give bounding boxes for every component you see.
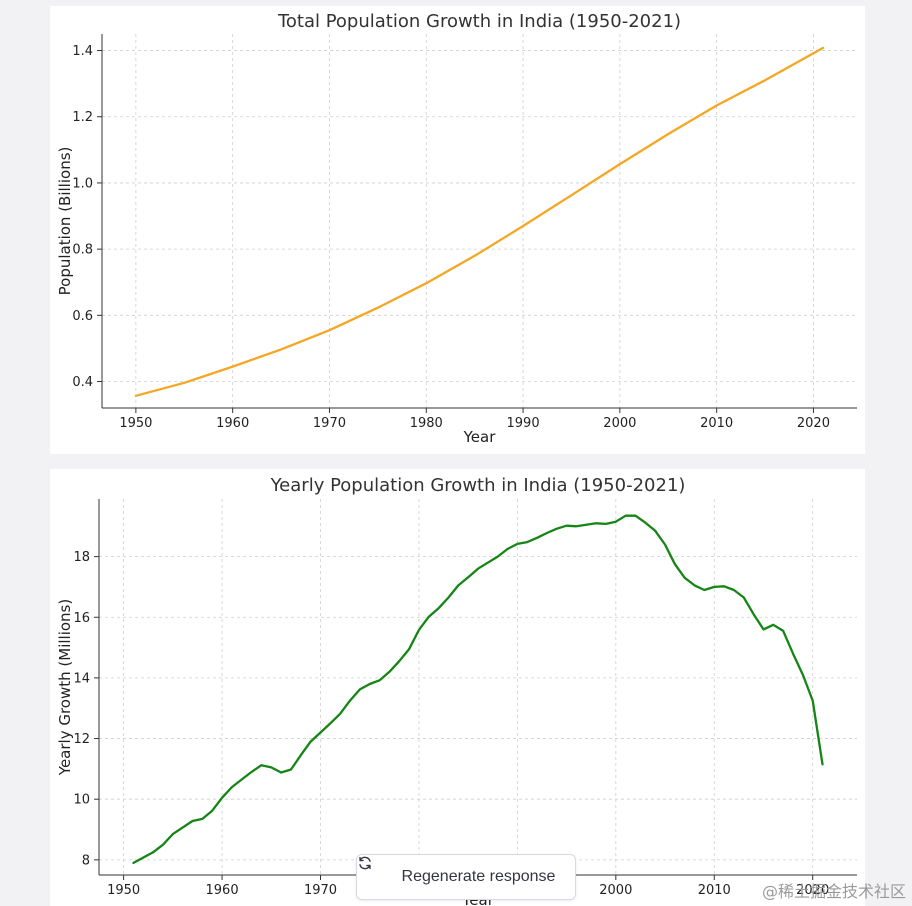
y-tick-label: 8 — [82, 853, 90, 868]
x-axis-label: Year — [463, 428, 497, 446]
chart-title: Yearly Population Growth in India (1950-… — [270, 475, 686, 496]
y-tick-label: 10 — [73, 793, 90, 808]
y-tick-label: 0.4 — [72, 375, 93, 390]
y-tick-label: 1.2 — [72, 110, 93, 125]
y-axis-label: Population (Billions) — [56, 147, 74, 296]
watermark: @稀土掘金技术社区 — [761, 882, 906, 901]
series-line — [132, 514, 824, 865]
x-tick-label: 1960 — [206, 883, 239, 898]
regenerate-response-label: Regenerate response — [401, 868, 556, 885]
x-tick-label: 1970 — [304, 883, 337, 898]
y-tick-label: 18 — [73, 550, 90, 565]
x-tick-label: 2000 — [599, 883, 632, 898]
y-tick-label: 1.0 — [72, 176, 93, 191]
regenerate-response-button[interactable]: Regenerate response — [356, 854, 576, 900]
refresh-icon — [359, 856, 393, 885]
yearly-growth-chart: 1950196019701980199020002010202081012141… — [56, 475, 857, 906]
series-line — [134, 46, 825, 397]
y-tick-label: 14 — [73, 671, 90, 686]
x-tick-label: 2010 — [700, 416, 733, 431]
y-tick-label: 12 — [73, 732, 90, 747]
y-tick-label: 0.6 — [72, 309, 93, 324]
y-tick-label: 1.4 — [72, 44, 93, 59]
x-tick-label: 1960 — [216, 416, 249, 431]
x-tick-label: 1970 — [313, 416, 346, 431]
x-tick-label: 1990 — [507, 416, 540, 431]
chart-title: Total Population Growth in India (1950-2… — [277, 11, 681, 32]
x-tick-label: 1950 — [107, 883, 140, 898]
x-tick-label: 2020 — [796, 883, 829, 898]
population-chart: 1950 1960 1970 1980 1990 2000 2010 2020 0.4 0.6 0.… — [56, 11, 857, 446]
population-chart-card: 1950 1960 1970 1980 1990 2000 2010 2020 0.4 0.6 0.… — [50, 6, 865, 454]
x-tick-label: 1950 — [119, 416, 152, 431]
x-tick-label: 1980 — [410, 416, 443, 431]
y-tick-label: 16 — [73, 611, 90, 626]
x-tick-label: 2010 — [698, 883, 731, 898]
x-tick-label: 2020 — [797, 416, 830, 431]
y-tick-label: 0.8 — [72, 243, 93, 258]
x-tick-label: 2000 — [603, 416, 636, 431]
y-axis-label: Yearly Growth (Millions) — [56, 599, 74, 776]
growth-chart-card: 1950196019701980199020002010202081012141… — [50, 469, 865, 906]
